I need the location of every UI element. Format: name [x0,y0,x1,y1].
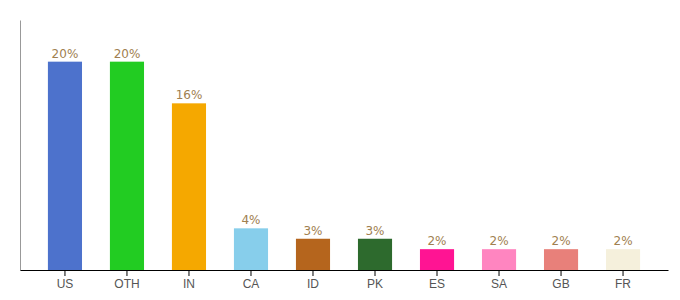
x-tick-mark [250,270,251,276]
data-label: 16% [176,88,203,102]
y-axis [20,21,21,271]
data-label: 2% [552,234,571,248]
data-label: 2% [427,234,446,248]
chart-svg: US OTH IN CA ID PK ES SA GB FR 20% 20% 16% 4% 3% 3% 2% 2%… [0,0,680,300]
x-tick-mark [126,270,127,276]
x-tick: OTH [114,270,139,291]
x-tick: ES [429,270,445,291]
x-tick-label: SA [491,277,507,291]
x-tick: ID [307,270,319,291]
x-tick: PK [367,270,383,291]
x-tick: IN [183,270,195,291]
bar [296,239,330,270]
x-tick: US [57,270,74,291]
y-axis-line [20,21,21,271]
x-axis: US OTH IN CA ID PK ES SA GB FR [21,270,669,291]
bar [420,249,454,270]
x-tick-label: PK [367,277,383,291]
x-tick-mark [437,270,438,276]
bar [172,103,206,270]
plot-area: US OTH IN CA ID PK ES SA GB FR 20% 20% 16% 4% 3% 3% 2% 2%… [21,21,669,291]
bar [358,239,392,270]
data-labels: 20% 20% 16% 4% 3% 3% 2% 2% 2% 2% [52,47,633,249]
data-label: 3% [365,224,384,238]
bar [234,228,268,270]
bar [110,62,144,270]
x-tick: FR [615,270,631,291]
chart-container: US OTH IN CA ID PK ES SA GB FR 20% 20% 16% 4% 3% 3% 2% 2%… [0,0,680,300]
x-tick-label: ES [429,277,445,291]
data-label: 3% [303,224,322,238]
x-tick-mark [623,270,624,276]
data-label: 4% [241,213,260,227]
x-tick: GB [552,270,569,291]
data-label: 20% [114,47,141,61]
x-tick-label: GB [552,277,569,291]
x-tick-label: FR [615,277,631,291]
x-axis-line [21,270,669,271]
x-tick-label: US [57,277,74,291]
x-tick-label: IN [183,277,195,291]
x-tick: SA [491,270,507,291]
x-tick: CA [243,270,260,291]
x-tick-mark [561,270,562,276]
bar [606,249,640,270]
bar [48,62,82,270]
data-label: 2% [614,234,633,248]
data-label: 20% [52,47,79,61]
x-tick-label: ID [307,277,319,291]
x-tick-label: OTH [114,277,139,291]
x-tick-mark [375,270,376,276]
data-label: 2% [490,234,509,248]
bars [48,62,640,270]
x-tick-label: CA [243,277,260,291]
bar [544,249,578,270]
x-tick-mark [312,270,313,276]
bar [482,249,516,270]
x-tick-mark [64,270,65,276]
x-tick-mark [188,270,189,276]
x-tick-mark [499,270,500,276]
